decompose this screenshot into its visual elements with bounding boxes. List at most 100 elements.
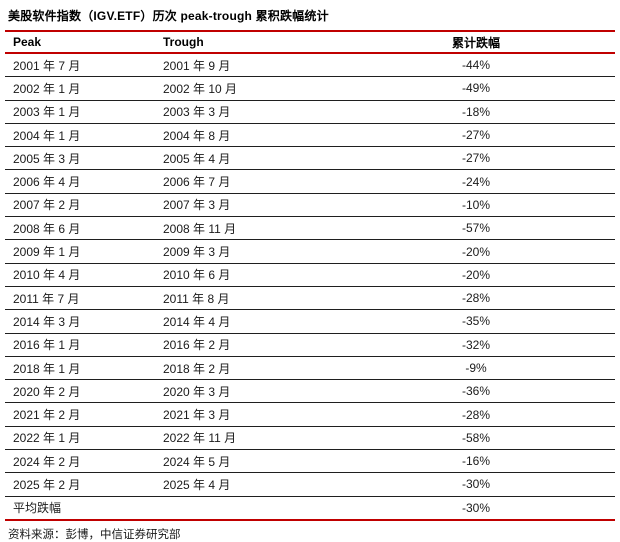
trough-cell: 2020 年 3 月	[155, 379, 391, 403]
drawdown-cell: -58%	[391, 425, 561, 450]
peak-cell: 平均跌幅	[5, 495, 155, 520]
peak-cell: 2007 年 2 月	[5, 192, 155, 217]
spacer-cell	[561, 76, 615, 101]
table-row: 2006 年 4 月 2006 年 7 月 -24%	[5, 169, 615, 194]
drawdown-cell: -16%	[391, 449, 561, 473]
spacer-cell	[561, 216, 615, 240]
trough-cell: 2010 年 6 月	[155, 262, 391, 287]
table-row: 2002 年 1 月 2002 年 10 月 -49%	[5, 76, 615, 101]
trough-cell: 2022 年 11 月	[155, 425, 391, 450]
trough-cell: 2006 年 7 月	[155, 169, 391, 194]
trough-cell	[155, 495, 391, 520]
peak-cell: 2016 年 1 月	[5, 332, 155, 357]
trough-cell: 2007 年 3 月	[155, 192, 391, 217]
drawdown-cell: -30%	[391, 472, 561, 497]
table-row: 2016 年 1 月 2016 年 2 月 -32%	[5, 332, 615, 357]
trough-cell: 2002 年 10 月	[155, 76, 391, 101]
trough-cell: 2009 年 3 月	[155, 239, 391, 264]
table-row: 2003 年 1 月 2003 年 3 月 -18%	[5, 99, 615, 124]
col-header-cumulative-drawdown: 累计跌幅	[391, 31, 561, 54]
drawdown-cell: -30%	[391, 495, 561, 520]
drawdown-cell: -9%	[391, 355, 561, 380]
spacer-cell	[561, 99, 615, 124]
trough-cell: 2021 年 3 月	[155, 402, 391, 427]
peak-cell: 2009 年 1 月	[5, 239, 155, 264]
header-row: Peak Trough 累计跌幅	[5, 31, 615, 54]
spacer-cell	[561, 495, 615, 520]
drawdown-cell: -24%	[391, 169, 561, 194]
drawdown-cell: -27%	[391, 146, 561, 170]
peak-cell: 2018 年 1 月	[5, 355, 155, 380]
peak-cell: 2020 年 2 月	[5, 379, 155, 403]
trough-cell: 2016 年 2 月	[155, 332, 391, 357]
spacer-cell	[561, 146, 615, 170]
trough-cell: 2001 年 9 月	[163, 58, 231, 73]
peak-cell: 2006 年 4 月	[5, 169, 155, 194]
spacer-cell	[561, 425, 615, 450]
spacer-cell	[561, 53, 615, 77]
peak-cell: 2022 年 1 月	[5, 425, 155, 450]
spacer-cell	[561, 449, 615, 473]
spacer-cell	[561, 309, 615, 334]
drawdown-cell: -20%	[391, 239, 561, 264]
col-header-trough: Trough	[155, 31, 391, 54]
drawdown-cell: -28%	[391, 402, 561, 427]
peak-cell: 2002 年 1 月	[5, 76, 155, 101]
peak-cell: 2001 年 7 月	[13, 58, 81, 73]
spacer-cell	[561, 122, 615, 147]
table-row: 2009 年 1 月 2009 年 3 月 -20%	[5, 239, 615, 264]
spacer-cell	[561, 285, 615, 310]
spacer-cell	[561, 192, 615, 217]
summary-row: 平均跌幅 -30%	[5, 495, 615, 520]
spacer-cell	[561, 239, 615, 264]
drawdown-cell: -49%	[391, 76, 561, 101]
drawdown-table: Peak Trough 累计跌幅 2001 年 7 月 2001 年 9 月 -44…	[5, 30, 615, 521]
exhibit-title: 美股软件指数（IGV.ETF）历次 peak-trough 累积跌幅统计	[8, 9, 329, 23]
table-row: 2025 年 2 月 2025 年 4 月 -30%	[5, 472, 615, 497]
trough-cell: 2005 年 4 月	[155, 146, 391, 170]
spacer-cell	[561, 379, 615, 403]
drawdown-cell: -27%	[391, 122, 561, 147]
table-header: Peak Trough 累计跌幅	[5, 31, 615, 54]
table-row: 2005 年 3 月 2005 年 4 月 -27%	[5, 146, 615, 170]
trough-cell: 2014 年 4 月	[155, 309, 391, 334]
spacer-cell	[561, 169, 615, 194]
peak-cell: 2003 年 1 月	[5, 99, 155, 124]
table-row: 2011 年 7 月 2011 年 8 月 -28%	[5, 285, 615, 310]
drawdown-cell: -28%	[391, 285, 561, 310]
peak-cell: 2004 年 1 月	[5, 122, 155, 147]
table-row: 2010 年 4 月 2010 年 6 月 -20%	[5, 262, 615, 287]
col-header-spacer	[561, 31, 615, 54]
table-row: 2007 年 2 月 2007 年 3 月 -10%	[5, 192, 615, 217]
peak-cell: 2014 年 3 月	[5, 309, 155, 334]
table-body: 2001 年 7 月 2001 年 9 月 -44% 2002 年 1 月 2002 年…	[5, 53, 615, 520]
spacer-cell	[561, 472, 615, 497]
trough-cell: 2018 年 2 月	[155, 355, 391, 380]
drawdown-cell: -10%	[391, 192, 561, 217]
trough-cell: 2025 年 4 月	[155, 472, 391, 497]
spacer-cell	[561, 402, 615, 427]
trough-cell: 2008 年 11 月	[155, 216, 391, 240]
trough-cell: 2024 年 5 月	[155, 449, 391, 473]
drawdown-cell: -18%	[391, 99, 561, 124]
trough-cell: 2003 年 3 月	[155, 99, 391, 124]
spacer-cell	[561, 262, 615, 287]
table-row: 2024 年 2 月 2024 年 5 月 -16%	[5, 449, 615, 473]
table-row: 2021 年 2 月 2021 年 3 月 -28%	[5, 402, 615, 427]
drawdown-cell: -32%	[391, 332, 561, 357]
source-note: 资料来源：彭博，中信证券研究部	[8, 528, 181, 541]
peak-cell: 2011 年 7 月	[5, 285, 155, 310]
drawdown-cell: -20%	[391, 262, 561, 287]
table-row: 2001 年 7 月 2001 年 9 月 -44%	[5, 53, 615, 77]
spacer-cell	[561, 332, 615, 357]
peak-cell: 2005 年 3 月	[5, 146, 155, 170]
spacer-cell	[561, 355, 615, 380]
drawdown-cell: -44%	[461, 58, 490, 73]
table-row: 2014 年 3 月 2014 年 4 月 -35%	[5, 309, 615, 334]
peak-cell: 2010 年 4 月	[5, 262, 155, 287]
drawdown-cell: -36%	[391, 379, 561, 403]
table-row: 2008 年 6 月 2008 年 11 月 -57%	[5, 216, 615, 240]
table-row: 2018 年 1 月 2018 年 2 月 -9%	[5, 355, 615, 380]
peak-cell: 2025 年 2 月	[5, 472, 155, 497]
